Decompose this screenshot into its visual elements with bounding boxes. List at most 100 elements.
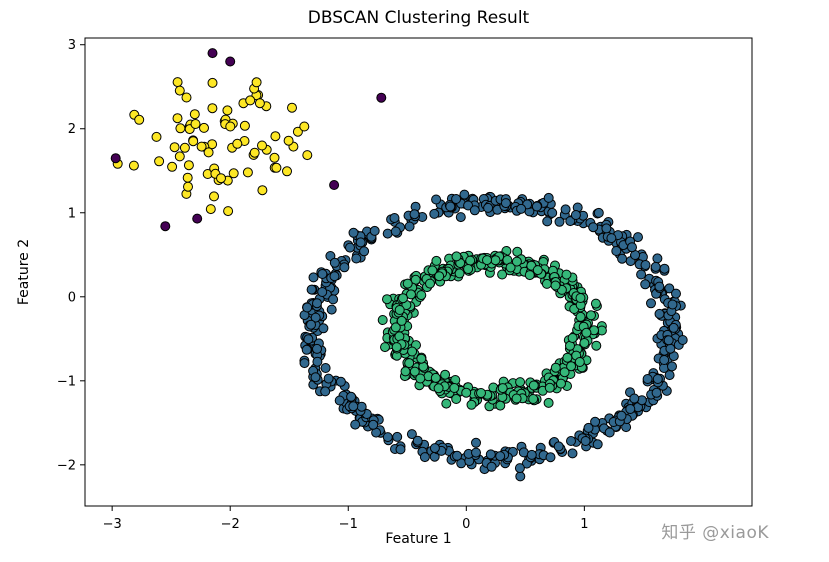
data-point-blob [225, 121, 236, 132]
data-point-inner-ring [449, 383, 460, 393]
data-point-inner-ring [404, 358, 415, 369]
data-point-inner-ring [543, 397, 554, 408]
data-point-blob [223, 206, 234, 217]
data-point-outer-ring [640, 279, 651, 290]
data-point-blob [175, 123, 186, 134]
data-point-inner-ring [532, 265, 543, 276]
data-point-outer-ring [310, 312, 321, 323]
data-point-blob [249, 147, 260, 158]
data-point-outer-ring [310, 372, 321, 383]
data-point-outer-ring [299, 358, 310, 369]
data-point-inner-ring [465, 255, 476, 266]
watermark: 知乎 @xiaoK [661, 523, 769, 543]
data-point-noise [207, 48, 218, 59]
data-point-noise [110, 153, 121, 164]
data-point-outer-ring [652, 374, 663, 384]
data-point-outer-ring [419, 452, 430, 463]
data-point-outer-ring [642, 374, 653, 384]
data-point-outer-ring [356, 401, 367, 412]
data-point-blob [190, 119, 201, 129]
data-point-outer-ring [616, 410, 627, 421]
data-point-outer-ring [554, 216, 565, 227]
data-point-blob [167, 161, 178, 172]
data-point-inner-ring [591, 340, 602, 351]
y-tick-label: 1 [68, 206, 76, 221]
data-point-inner-ring [402, 278, 413, 289]
data-point-outer-ring [664, 370, 675, 381]
data-point-outer-ring [306, 284, 317, 295]
data-point-outer-ring [323, 373, 334, 384]
data-point-outer-ring [329, 257, 340, 268]
data-point-inner-ring [515, 377, 526, 388]
data-point-outer-ring [604, 427, 615, 438]
data-point-outer-ring [312, 343, 322, 354]
data-point-outer-ring [627, 242, 637, 253]
data-point-blob [270, 131, 281, 142]
data-point-outer-ring [514, 463, 525, 474]
data-point-blob [134, 114, 145, 125]
data-point-inner-ring [463, 264, 474, 274]
data-point-outer-ring [567, 448, 578, 459]
data-point-outer-ring [593, 207, 604, 218]
data-point-outer-ring [483, 202, 494, 213]
data-point-outer-ring [486, 461, 497, 472]
data-point-outer-ring [351, 253, 362, 264]
data-point-blob [172, 77, 183, 88]
data-point-outer-ring [303, 334, 314, 345]
data-point-blob [292, 126, 303, 137]
x-tick-label: −1 [339, 517, 358, 532]
data-point-blob [269, 152, 280, 163]
data-point-outer-ring [640, 260, 651, 270]
data-point-outer-ring [565, 216, 576, 227]
data-point-blob [169, 142, 180, 153]
data-point-blob [196, 141, 207, 152]
data-point-inner-ring [511, 393, 522, 404]
data-point-outer-ring [317, 269, 328, 279]
data-point-outer-ring [312, 356, 323, 367]
data-point-blob [183, 160, 194, 171]
data-point-outer-ring [659, 355, 670, 365]
data-point-outer-ring [463, 200, 474, 211]
data-point-inner-ring [398, 293, 408, 304]
data-point-outer-ring [553, 441, 564, 452]
data-point-inner-ring [482, 255, 492, 266]
data-point-outer-ring [328, 294, 339, 305]
x-tick-label: −3 [103, 517, 122, 532]
data-point-blob [205, 204, 216, 215]
y-tick-label: −2 [57, 458, 76, 473]
data-point-outer-ring [495, 451, 506, 462]
data-point-outer-ring [455, 212, 466, 223]
data-point-blob [222, 105, 233, 116]
data-point-blob [174, 85, 185, 96]
data-point-noise [192, 213, 203, 224]
data-point-blob [128, 160, 139, 171]
data-point-outer-ring [445, 201, 456, 212]
data-point-blob [182, 172, 193, 183]
data-point-inner-ring [550, 362, 561, 373]
data-point-outer-ring [668, 322, 679, 333]
data-point-outer-ring [382, 228, 393, 239]
data-point-outer-ring [317, 287, 328, 297]
data-point-blob [183, 181, 193, 192]
data-point-outer-ring [459, 189, 470, 200]
data-point-outer-ring [369, 225, 380, 236]
data-point-outer-ring [392, 431, 403, 442]
data-point-inner-ring [431, 255, 442, 266]
data-point-outer-ring [542, 216, 553, 227]
data-point-outer-ring [485, 449, 496, 460]
data-point-outer-ring [312, 298, 322, 309]
y-tick-label: −1 [57, 374, 76, 389]
data-point-inner-ring [561, 269, 572, 280]
data-point-inner-ring [590, 298, 601, 309]
data-point-outer-ring [306, 319, 316, 330]
data-point-outer-ring [677, 335, 688, 345]
data-point-inner-ring [497, 269, 508, 280]
data-point-blob [189, 109, 200, 120]
data-point-outer-ring [334, 395, 345, 406]
data-point-inner-ring [396, 315, 407, 326]
data-point-inner-ring [416, 290, 427, 301]
data-point-outer-ring [545, 452, 556, 463]
data-point-outer-ring [404, 221, 415, 232]
data-point-inner-ring [559, 367, 570, 378]
